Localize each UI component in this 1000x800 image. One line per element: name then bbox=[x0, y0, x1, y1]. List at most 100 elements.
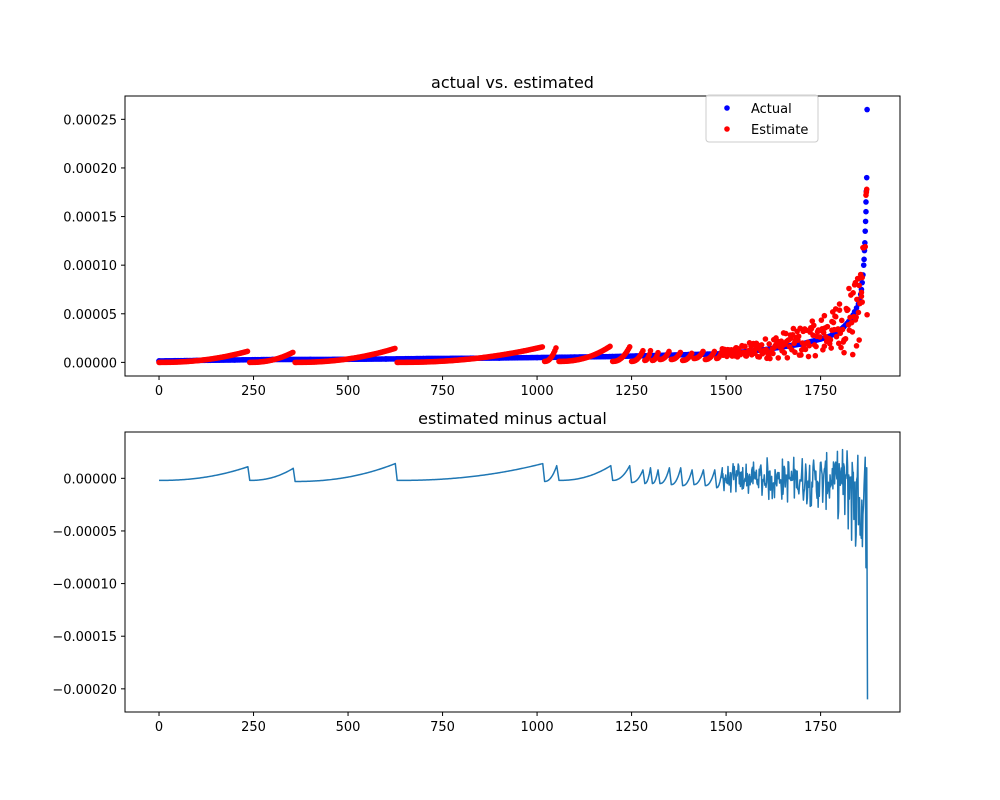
actual-point bbox=[864, 106, 870, 113]
estimate-point bbox=[798, 352, 804, 358]
actual-point bbox=[534, 354, 540, 361]
y-tick-label: 0.00015 bbox=[63, 211, 117, 226]
y-tick-label: 0.00010 bbox=[63, 259, 117, 274]
x-tick-label: 0 bbox=[155, 384, 163, 399]
actual-point bbox=[863, 208, 869, 215]
x-tick-label: 750 bbox=[430, 384, 455, 399]
legend-marker-estimate bbox=[724, 126, 730, 132]
y-tick-label: 0.00025 bbox=[63, 113, 117, 128]
actual-point bbox=[231, 357, 238, 363]
estimate-point bbox=[820, 329, 827, 336]
estimate-point bbox=[818, 317, 825, 323]
estimate-point bbox=[853, 314, 859, 321]
estimate-point bbox=[806, 342, 813, 349]
estimate-point bbox=[835, 326, 841, 332]
estimate-point bbox=[849, 329, 856, 335]
y-axis: 0.00000 0.00005 0.00010 0.00015 0.00020 0.000… bbox=[63, 113, 125, 371]
estimate-point bbox=[778, 338, 785, 345]
estimate-point bbox=[817, 334, 823, 340]
x-axis: 0 250 500 750 1000 1250 1500 1750 bbox=[155, 376, 837, 399]
estimate-point bbox=[829, 318, 835, 325]
estimate-point bbox=[655, 349, 661, 356]
estimate-point bbox=[846, 285, 852, 292]
estimate-point bbox=[700, 348, 706, 355]
plot-frame bbox=[124, 95, 901, 377]
estimate-point bbox=[244, 348, 251, 355]
x-tick-label: 1250 bbox=[615, 720, 648, 735]
estimate-point bbox=[770, 350, 776, 357]
x-tick-label: 1750 bbox=[804, 384, 837, 399]
y-tick-label: 0.00000 bbox=[63, 356, 117, 371]
estimate-point bbox=[784, 354, 791, 361]
estimate-point bbox=[392, 345, 398, 352]
estimate-point bbox=[858, 289, 865, 296]
actual-point bbox=[863, 174, 870, 181]
x-tick-label: 1000 bbox=[521, 384, 554, 399]
estimate-point bbox=[666, 348, 672, 355]
x-tick-label: 0 bbox=[155, 720, 163, 735]
estimate-point bbox=[766, 341, 772, 347]
estimate-point bbox=[859, 299, 865, 305]
estimate-point bbox=[813, 343, 819, 350]
estimate-point bbox=[864, 311, 870, 318]
estimate-point bbox=[842, 335, 849, 342]
estimate-point bbox=[855, 275, 862, 282]
estimate-point bbox=[853, 343, 860, 349]
estimate-point bbox=[839, 326, 846, 333]
estimate-point bbox=[832, 306, 839, 312]
series-estimate bbox=[156, 186, 870, 366]
y-tick-label: 0.00005 bbox=[63, 308, 117, 323]
estimate-point bbox=[805, 353, 812, 360]
y-tick-label: 0.00000 bbox=[63, 472, 117, 487]
estimate-point bbox=[855, 309, 862, 316]
plot-frame bbox=[124, 431, 901, 713]
actual-point bbox=[863, 199, 869, 205]
estimate-point bbox=[767, 355, 773, 362]
estimate-point bbox=[758, 342, 765, 348]
legend-frame bbox=[705, 94, 819, 143]
x-tick-label: 500 bbox=[336, 384, 361, 399]
y-axis: −0.00020 −0.00015 −0.00010 −0.00005 0.00000 bbox=[52, 472, 125, 698]
estimate-point bbox=[626, 344, 633, 350]
estimate-point bbox=[762, 336, 769, 342]
estimate-point bbox=[832, 313, 839, 320]
legend-marker-actual bbox=[724, 105, 730, 111]
estimate-point bbox=[553, 345, 559, 351]
y-tick-label: −0.00005 bbox=[52, 525, 117, 540]
estimate-point bbox=[835, 340, 842, 347]
estimate-point bbox=[792, 349, 798, 356]
estimate-point bbox=[841, 349, 847, 356]
x-tick-label: 250 bbox=[241, 720, 266, 735]
y-tick-label: −0.00015 bbox=[52, 630, 117, 645]
legend-label-actual: Actual bbox=[751, 102, 792, 117]
estimate-point bbox=[821, 312, 828, 319]
estimate-point bbox=[850, 290, 856, 296]
estimate-point bbox=[845, 306, 851, 313]
estimate-point bbox=[852, 279, 859, 286]
estimate-point bbox=[775, 355, 782, 361]
estimate-point bbox=[854, 296, 860, 303]
estimate-point bbox=[711, 348, 718, 355]
x-tick-label: 250 bbox=[241, 384, 266, 399]
legend-label-estimate: Estimate bbox=[751, 123, 808, 138]
actual-point bbox=[609, 353, 616, 360]
chart-actual-vs-estimated: actual vs. estimated 0 250 500 750 1000 1250 1… bbox=[63, 73, 901, 399]
estimate-point bbox=[828, 345, 834, 351]
estimate-point bbox=[607, 343, 613, 350]
estimate-point bbox=[795, 333, 802, 340]
estimate-point bbox=[539, 344, 546, 350]
estimate-point bbox=[677, 349, 684, 356]
x-tick-label: 1750 bbox=[804, 720, 837, 735]
actual-point bbox=[862, 218, 869, 225]
chart-title: estimated minus actual bbox=[418, 409, 607, 428]
estimate-point bbox=[856, 337, 862, 343]
estimate-point bbox=[647, 347, 654, 354]
estimate-point bbox=[812, 352, 819, 359]
difference-line bbox=[159, 448, 869, 700]
y-tick-label: −0.00010 bbox=[52, 578, 117, 593]
x-tick-label: 500 bbox=[336, 720, 361, 735]
estimate-point bbox=[742, 343, 748, 350]
series-difference bbox=[159, 448, 869, 700]
